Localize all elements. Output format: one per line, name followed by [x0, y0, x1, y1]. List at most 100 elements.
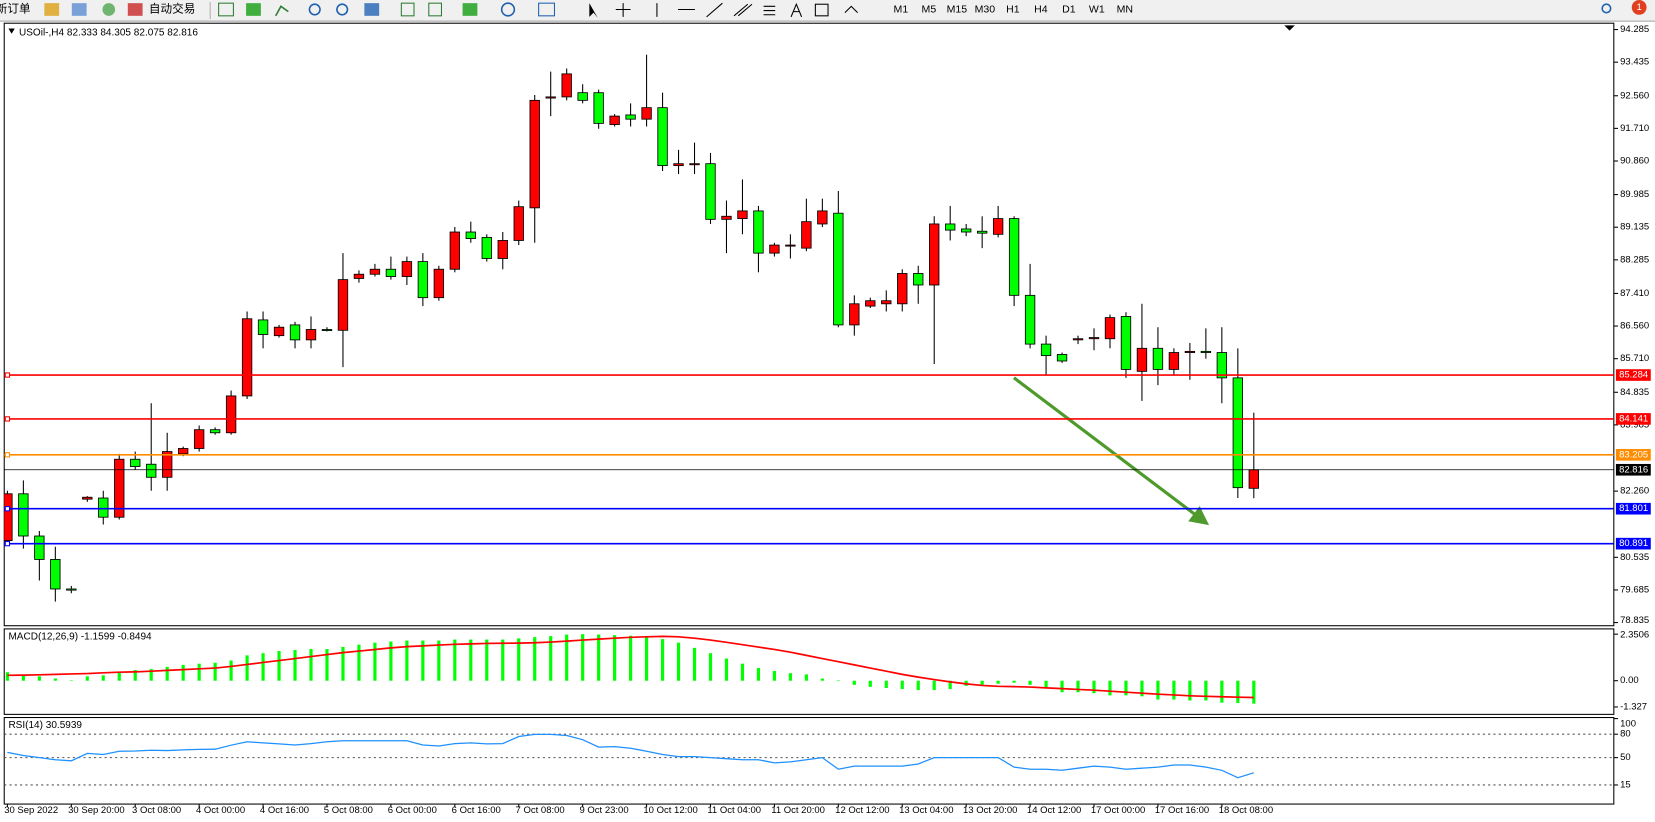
y-tick-label: 92.560: [1620, 90, 1649, 101]
icon[interactable]: [71, 3, 87, 16]
candle-body: [737, 210, 748, 220]
new-order-button[interactable]: 新订单: [0, 2, 31, 16]
x-tick-label: 3 Oct 08:00: [132, 805, 181, 816]
close-value: 82.816: [167, 27, 198, 38]
candle-body: [609, 115, 620, 125]
icon[interactable]: [44, 3, 60, 16]
channel-icon[interactable]: [733, 3, 753, 17]
low-value: 82.075: [134, 27, 165, 38]
rsi-header: RSI(14) 30.5939: [8, 720, 82, 731]
macd-bar: [740, 663, 745, 681]
macd-bar: [1012, 680, 1016, 683]
auto-trading-icon[interactable]: [127, 3, 143, 16]
icon[interactable]: [102, 3, 116, 16]
macd-bar: [1092, 680, 1096, 694]
notification-badge[interactable]: [1631, 0, 1647, 15]
candle-body: [177, 448, 189, 455]
macd-bar: [1204, 680, 1208, 701]
timeframe-button[interactable]: M30: [975, 3, 996, 15]
macd-bar: [53, 678, 57, 681]
candle-body: [593, 92, 604, 124]
search-icon[interactable]: [1601, 3, 1612, 14]
timeframe-bar: M1 M5 M15 M30 H1 H4 D1 W1 MN: [894, 3, 1133, 15]
macd-bar: [229, 660, 233, 681]
macd-bar: [836, 680, 840, 682]
icon[interactable]: [364, 3, 380, 16]
icon[interactable]: [218, 2, 234, 17]
x-tick-label: 9 Oct 23:00: [579, 805, 628, 816]
macd-bar: [1188, 680, 1192, 701]
timeframe-button[interactable]: D1: [1062, 3, 1076, 15]
cursor-icon[interactable]: [589, 3, 598, 18]
timeframe-button[interactable]: W1: [1089, 3, 1105, 15]
notification-count[interactable]: 1: [1637, 2, 1642, 13]
icon[interactable]: [400, 2, 415, 17]
high-value: 84.305: [100, 27, 131, 38]
candle-body: [1024, 294, 1036, 345]
macd-bar: [724, 658, 729, 681]
candle-body: [225, 395, 237, 434]
x-tick-label: 18 Oct 08:00: [1219, 805, 1273, 816]
y-tick-label: 78.835: [1620, 615, 1649, 626]
x-tick-label: 30 Sep 2022: [4, 805, 58, 816]
icon[interactable]: [274, 5, 289, 17]
rsi-pane-frame: [3, 717, 1615, 805]
macd-title: MACD(12,26,9): [8, 631, 78, 642]
arrows-icon[interactable]: [844, 5, 858, 14]
line-handle: [4, 416, 11, 422]
chart-header: USOil-,H4 82.333 84.305 82.075 82.816: [19, 27, 198, 38]
macd-bar: [1108, 680, 1112, 696]
templates-icon[interactable]: [538, 2, 556, 17]
crosshair-icon[interactable]: [615, 3, 631, 17]
fibo-icon[interactable]: [763, 5, 776, 16]
timeframe-button[interactable]: H4: [1034, 3, 1048, 15]
auto-trading-button[interactable]: 自动交易: [149, 2, 195, 16]
y-tick-label: 91.710: [1620, 123, 1649, 134]
timeframe-button[interactable]: M5: [922, 3, 937, 15]
y-tick-label: 80.535: [1620, 552, 1649, 563]
candle-body: [673, 163, 684, 167]
candle-body: [721, 215, 732, 220]
candle-body: [1008, 218, 1020, 296]
candle-body: [114, 458, 125, 518]
zoom-in-icon[interactable]: [308, 3, 321, 16]
candle-body: [353, 273, 365, 279]
candle-body: [273, 326, 285, 337]
macd-bar: [996, 680, 1000, 684]
candle-body: [449, 231, 460, 270]
price-label-bg: [1615, 413, 1651, 425]
x-tick-label: 17 Oct 00:00: [1091, 805, 1145, 816]
timeframe-button[interactable]: H1: [1006, 3, 1020, 15]
macd-bar: [692, 647, 697, 681]
rsi-line: [7, 733, 1254, 779]
icon[interactable]: [428, 2, 443, 17]
macd-bar: [644, 636, 649, 681]
candle-body: [1088, 337, 1100, 340]
timeframe-button[interactable]: M15: [947, 3, 968, 15]
line-handle: [4, 506, 11, 512]
macd-header: MACD(12,26,9) -1.1599 -0.8494: [8, 631, 152, 642]
candle-body: [497, 240, 508, 259]
zoom-out-icon[interactable]: [336, 3, 349, 16]
periods-icon[interactable]: [500, 2, 516, 17]
macd-bar: [1124, 680, 1128, 696]
candle-body: [241, 318, 253, 397]
macd-bar: [916, 680, 920, 691]
timeframe-button[interactable]: MN: [1117, 3, 1133, 15]
toolbar: 新订单 自动交易 M1 M5 M15 M30 H1 H4 D1 W1 MN 1: [0, 0, 1655, 22]
icon[interactable]: [246, 3, 261, 16]
candle-body: [513, 206, 524, 241]
label-icon[interactable]: [814, 3, 829, 17]
candle-body: [801, 221, 812, 249]
text-icon[interactable]: [790, 2, 803, 18]
y-tick-label: 15: [1620, 779, 1631, 790]
candle-body: [193, 429, 205, 449]
indicators-icon[interactable]: [462, 3, 478, 16]
candle-body: [369, 268, 381, 275]
candle-body: [34, 535, 45, 560]
macd-bar: [613, 635, 617, 681]
macd-bar: [1252, 680, 1256, 704]
timeframe-button[interactable]: M1: [894, 3, 909, 15]
trendline-icon[interactable]: [706, 2, 723, 18]
y-tick-label: 83.985: [1620, 419, 1649, 430]
